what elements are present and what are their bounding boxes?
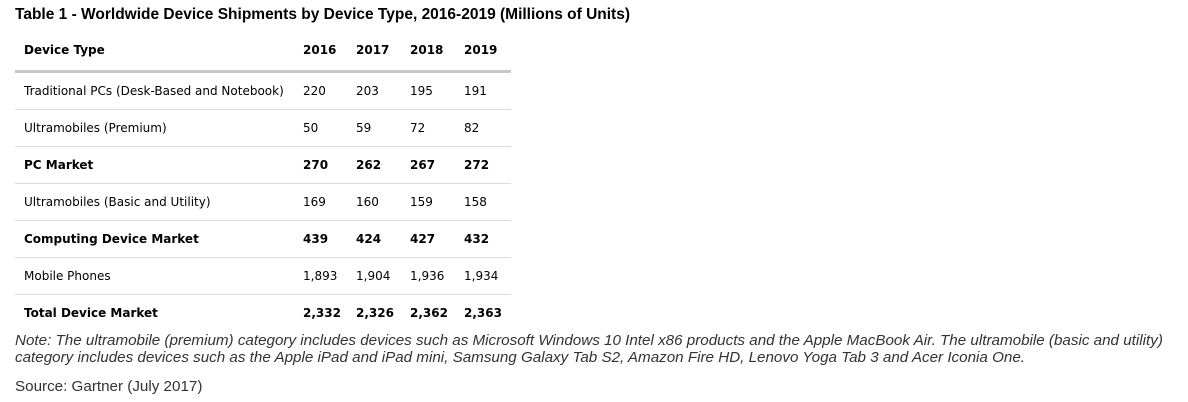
- cell-2019: 432: [464, 220, 511, 258]
- cell-2017: 2,326: [356, 306, 394, 320]
- cell-2018: 2,362: [410, 306, 448, 320]
- row-label: Traditional PCs (Desk-Based and Notebook…: [15, 71, 303, 110]
- row-label: Ultramobiles (Premium): [15, 109, 303, 147]
- cell-2016: 270: [303, 146, 356, 184]
- cell-2018: 427: [410, 220, 464, 258]
- cell-2017: 1,904: [356, 257, 410, 295]
- cell-2016: 169: [303, 183, 356, 221]
- cell-2019: 191: [464, 71, 511, 110]
- cell-2018: 267: [410, 146, 464, 184]
- header-2019: 2019: [464, 30, 511, 73]
- cell-2017: 203: [356, 71, 410, 110]
- table-row-pc-market: PC Market 270 262 267 272: [15, 146, 511, 184]
- header-2017: 2017: [356, 30, 410, 73]
- table-row-ultramobiles-premium: Ultramobiles (Premium) 50 59 72 82: [15, 109, 511, 147]
- table-row-total-device-market: Total Device Market 2,332 2,326 2,362 2,…: [15, 295, 511, 332]
- cell-2017: 160: [356, 183, 410, 221]
- cell-2019: 158: [464, 183, 511, 221]
- cell-2017: 59: [356, 109, 410, 147]
- row-label: Computing Device Market: [15, 220, 303, 258]
- table-note: Note: The ultramobile (premium) category…: [15, 332, 1163, 366]
- cell-2019: 82: [464, 109, 511, 147]
- cell-2018: 1,936: [410, 257, 464, 295]
- header-2018: 2018: [410, 30, 464, 73]
- table-title: Table 1 - Worldwide Device Shipments by …: [15, 6, 631, 23]
- table-header-row: Device Type 2016 2017 2018 2019: [15, 30, 511, 73]
- cell-2018: 72: [410, 109, 464, 147]
- table-row-traditional-pcs: Traditional PCs (Desk-Based and Notebook…: [15, 71, 511, 110]
- source-line: Source: Gartner (July 2017): [15, 378, 203, 395]
- shipments-table: Device Type 2016 2017 2018 2019 Traditio…: [15, 30, 511, 331]
- cell-2016: 220: [303, 71, 356, 110]
- cell-2016: 1,893: [303, 257, 356, 295]
- cell-2019: 1,934: [464, 257, 511, 295]
- cell-2016: 50: [303, 109, 356, 147]
- cell-2017: 424: [356, 220, 410, 258]
- table-row-mobile-phones: Mobile Phones 1,893 1,904 1,936 1,934: [15, 257, 511, 295]
- cell-2019: 2,363: [464, 306, 502, 320]
- cell-2018: 195: [410, 71, 464, 110]
- cell-2017: 262: [356, 146, 410, 184]
- header-device-type: Device Type: [15, 30, 303, 73]
- cell-2016: 2,332: [303, 306, 341, 320]
- table-row-ultramobiles-basic: Ultramobiles (Basic and Utility) 169 160…: [15, 183, 511, 221]
- cell-2018: 159: [410, 183, 464, 221]
- row-label: Total Device Market: [24, 306, 158, 320]
- row-label: Ultramobiles (Basic and Utility): [15, 183, 303, 221]
- row-label: PC Market: [15, 146, 303, 184]
- header-2016: 2016: [303, 30, 356, 73]
- cell-2019: 272: [464, 146, 511, 184]
- row-label: Mobile Phones: [15, 257, 303, 295]
- table-row-computing-device-market: Computing Device Market 439 424 427 432: [15, 220, 511, 258]
- cell-2016: 439: [303, 220, 356, 258]
